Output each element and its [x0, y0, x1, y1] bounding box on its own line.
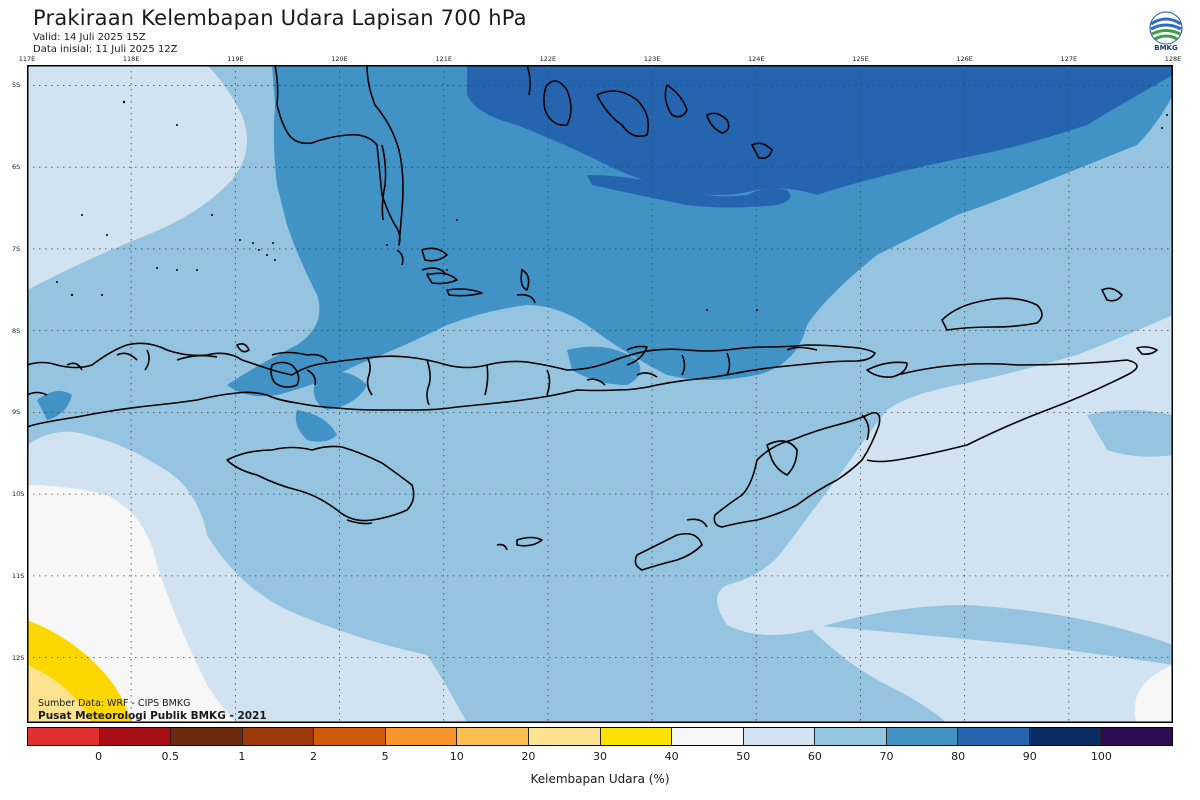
colorbar-tick-label: 1 — [238, 750, 246, 763]
colorbar-segment — [743, 728, 816, 745]
timor-coast — [713, 411, 881, 528]
rh-field-50-60-se — [807, 625, 1173, 723]
colorbar-segment — [886, 728, 959, 745]
colorbar-segment — [28, 728, 100, 745]
colorbar-label: Kelembapan Udara (%) — [530, 772, 670, 786]
colorbar-tick-label: 0.5 — [161, 750, 180, 763]
colorbar-segment — [242, 728, 315, 745]
colorbar-segment — [1029, 728, 1102, 745]
colorbar — [27, 727, 1173, 746]
valid-time: Valid: 14 Juli 2025 15Z — [33, 32, 146, 43]
lon-tick-label: 117E — [18, 55, 36, 63]
rh-field-40-50-east — [1134, 665, 1173, 723]
rh-field-20-30 — [27, 665, 92, 723]
colorbar-segment — [528, 728, 601, 745]
lat-tick-label: 12S — [12, 653, 25, 662]
colorbar-tick-label: 90 — [1022, 750, 1037, 763]
lat-tick-label: 10S — [12, 490, 25, 499]
lon-tick-label: 126E — [956, 55, 973, 63]
colorbar-tick-label: 30 — [593, 750, 607, 763]
sulawesi-coast — [274, 65, 404, 246]
colorbar-segment — [314, 728, 386, 745]
colorbar-segment — [958, 728, 1030, 745]
lat-tick-label: 8S — [12, 326, 21, 335]
colorbar-tick-label: 100 — [1090, 750, 1112, 763]
lon-tick-label: 122E — [539, 55, 557, 63]
lat-tick-label: 6S — [12, 163, 21, 172]
lon-tick-label: 127E — [1060, 55, 1078, 63]
lon-tick-label: 121E — [435, 55, 452, 63]
bmkg-logo-icon — [1149, 11, 1183, 45]
lon-tick-label: 118E — [122, 55, 140, 63]
colorbar-segment — [385, 728, 458, 745]
colorbar-segment — [99, 728, 172, 745]
institution-note: Pusat Meteorologi Publik BMKG - 2021 — [38, 710, 267, 722]
colorbar-segment — [815, 728, 887, 745]
logo-text: BMKG — [1154, 44, 1178, 52]
colorbar-tick-label: 60 — [807, 750, 822, 763]
colorbar-tick-label: 20 — [521, 750, 536, 763]
lon-tick-label: 119E — [227, 55, 244, 63]
colorbar-tick-label: 70 — [879, 750, 894, 763]
lat-tick-label: 11S — [12, 571, 25, 580]
colorbar-segment — [171, 728, 243, 745]
colorbar-segment — [457, 728, 529, 745]
rh-field-50-60-nw — [27, 65, 247, 290]
lat-tick-label: 7S — [12, 244, 21, 253]
colorbar-tick-label: 50 — [736, 750, 751, 763]
lon-tick-label: 120E — [331, 55, 348, 63]
colorbar-segment — [600, 728, 673, 745]
colorbar-segment — [1101, 728, 1172, 745]
colorbar-tick-label: 0 — [95, 750, 103, 763]
source-note: Sumber Data: WRF - CIPS BMKG — [38, 698, 191, 709]
colorbar-tick-label: 2 — [310, 750, 317, 763]
lon-tick-label: 125E — [852, 55, 869, 63]
lat-tick-label: 9S — [12, 408, 21, 417]
colorbar-tick-label: 5 — [381, 750, 389, 763]
lon-tick-label: 128E — [1164, 55, 1182, 63]
rh-field-50-60-east — [717, 315, 1173, 645]
lesser-sunda-coast — [27, 342, 876, 428]
coastlines — [27, 65, 1158, 571]
colorbar-tick-label: 40 — [664, 750, 679, 763]
colorbar-tick-label: 10 — [449, 750, 464, 763]
lon-tick-label: 123E — [643, 55, 661, 63]
lon-tick-label: 124E — [748, 55, 765, 63]
map-area — [27, 65, 1173, 723]
colorbar-segment — [672, 728, 744, 745]
rh-field-80-90 — [467, 65, 1173, 195]
sumba-coast — [226, 445, 415, 522]
chart-title: Prakiraan Kelembapan Udara Lapisan 700 h… — [33, 6, 527, 30]
init-time: Data inisial: 11 Juli 2025 12Z — [33, 44, 178, 55]
lat-tick-label: 5S — [12, 81, 21, 90]
colorbar-tick-label: 80 — [951, 750, 966, 763]
map-frame — [27, 65, 1173, 723]
